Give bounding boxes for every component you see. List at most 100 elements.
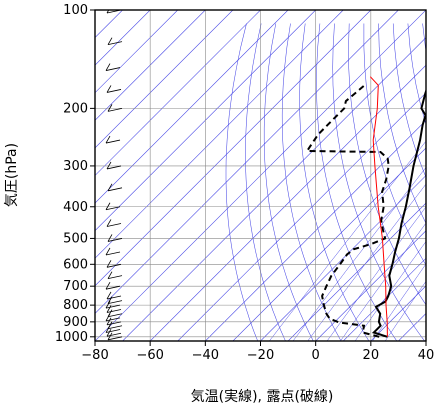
wind-barb-staff [106,165,122,170]
wind-barb-feather [105,135,111,144]
x-tick-label: 40 [418,348,435,363]
wind-barb-staff [106,223,122,227]
y-tick-label: 500 [63,231,88,246]
wind-barb-feather [106,161,112,170]
isotherm-line [95,10,289,204]
wind-barb-feather [107,332,113,341]
dry-adiabat-line [316,23,398,341]
isotherm-line [287,202,426,341]
isotherm-line [95,10,399,314]
wind-barb-staff [107,275,123,280]
wind-barb-feather [106,291,112,300]
wind-barb-feather [105,300,111,309]
mixing-ratio-line [354,241,426,341]
y-tick-label: 600 [63,257,88,272]
wind-barb-feather [105,281,111,290]
wind-barb-feather [105,202,111,210]
mixing-ratio-line [269,140,426,341]
wind-barb-staff [107,300,123,305]
mixing-ratio-line [340,222,426,341]
wind-barb-feather [107,183,113,192]
dry-adiabat-line [245,23,286,341]
wind-barb-staff [105,285,121,290]
dry-adiabat-line [363,23,426,266]
wind-barb-feather [107,104,113,112]
wind-barb-staff [105,139,121,144]
wind-barb-staff [105,206,121,211]
y-tick-label: 200 [63,101,88,116]
wind-barb-feather [106,305,112,313]
wind-barb-feather [106,317,112,326]
isotherm-line [232,147,426,341]
wind-barb-staff [106,321,122,326]
wind-barb-staff [105,329,121,333]
x-axis-title: 気温(実線), 露点(破線) [191,389,334,405]
wind-barb-staff [107,238,123,242]
wind-barb-staff [106,263,122,268]
dry-adiabat-line [348,23,426,306]
y-tick-label: 1000 [55,330,88,345]
wind-barb-feather [107,234,113,242]
wind-barb-staff [107,313,123,318]
y-tick-label: 900 [63,315,88,330]
isotherm-line [343,257,426,341]
isotherm-line [95,10,234,149]
temperature-line [371,88,426,338]
y-tick-label: 300 [63,159,88,174]
x-tick-label: 20 [363,348,380,363]
wind-barb-feather [106,219,112,227]
x-tick-label: 0 [312,348,320,363]
dry-adiabat-line [378,23,426,224]
wind-barb-feather [105,247,111,256]
wind-barb-feather [106,329,112,337]
series-layer [305,76,426,338]
x-tick-label: −60 [136,348,163,363]
wind-barb-staff [107,187,123,192]
wind-barb-feather [107,37,113,45]
mixing-ratio-line [372,263,426,341]
dry-adiabat-line [392,23,426,179]
wind-barb-staff [105,67,121,71]
y-tick-label: 400 [63,200,88,215]
wind-barb-staff [106,332,122,337]
dry-adiabat-line [263,23,314,341]
wind-barb-feather [106,85,112,93]
wind-barb-staff [107,325,123,330]
y-tick-label: 700 [63,279,88,294]
wind-barb-feather [107,271,113,279]
wind-barb-staff [106,309,122,313]
x-tick-label: −80 [81,348,108,363]
mixing-ratio-line [384,280,426,341]
isotherm-line [177,92,426,341]
mixing-ratio-line [292,166,426,341]
y-tick-label: 100 [63,3,88,18]
x-tick-label: −20 [247,348,274,363]
wind-barb-staff [107,41,123,46]
dewpoint-line [305,84,390,338]
wind-barb-staff [107,107,123,112]
mixing-ratio-line [307,183,426,341]
wind-barb-feather [107,309,113,317]
wind-barb-staff [105,304,121,309]
wind-barb-feather [106,10,110,14]
wind-barb-staff [107,336,123,341]
y-axis-title: 気圧(hPa) [4,143,20,207]
dry-adiabat-line [299,23,370,341]
dry-adiabat-line [332,23,425,341]
mixing-ratio-line [326,206,426,341]
wind-barb-staff [106,295,122,300]
wind-barb-staff [106,89,122,93]
wind-barb-layer [105,10,123,341]
wind-barb-feather [107,321,113,329]
wind-barb-staff [105,251,121,256]
isotherm-line [95,10,178,94]
isotherm-line [95,10,344,259]
reference-line [369,76,388,337]
grid-layer [95,10,426,341]
isotherm-line [122,37,426,341]
wind-barb-feather [106,260,112,268]
x-tick-label: −40 [192,348,219,363]
